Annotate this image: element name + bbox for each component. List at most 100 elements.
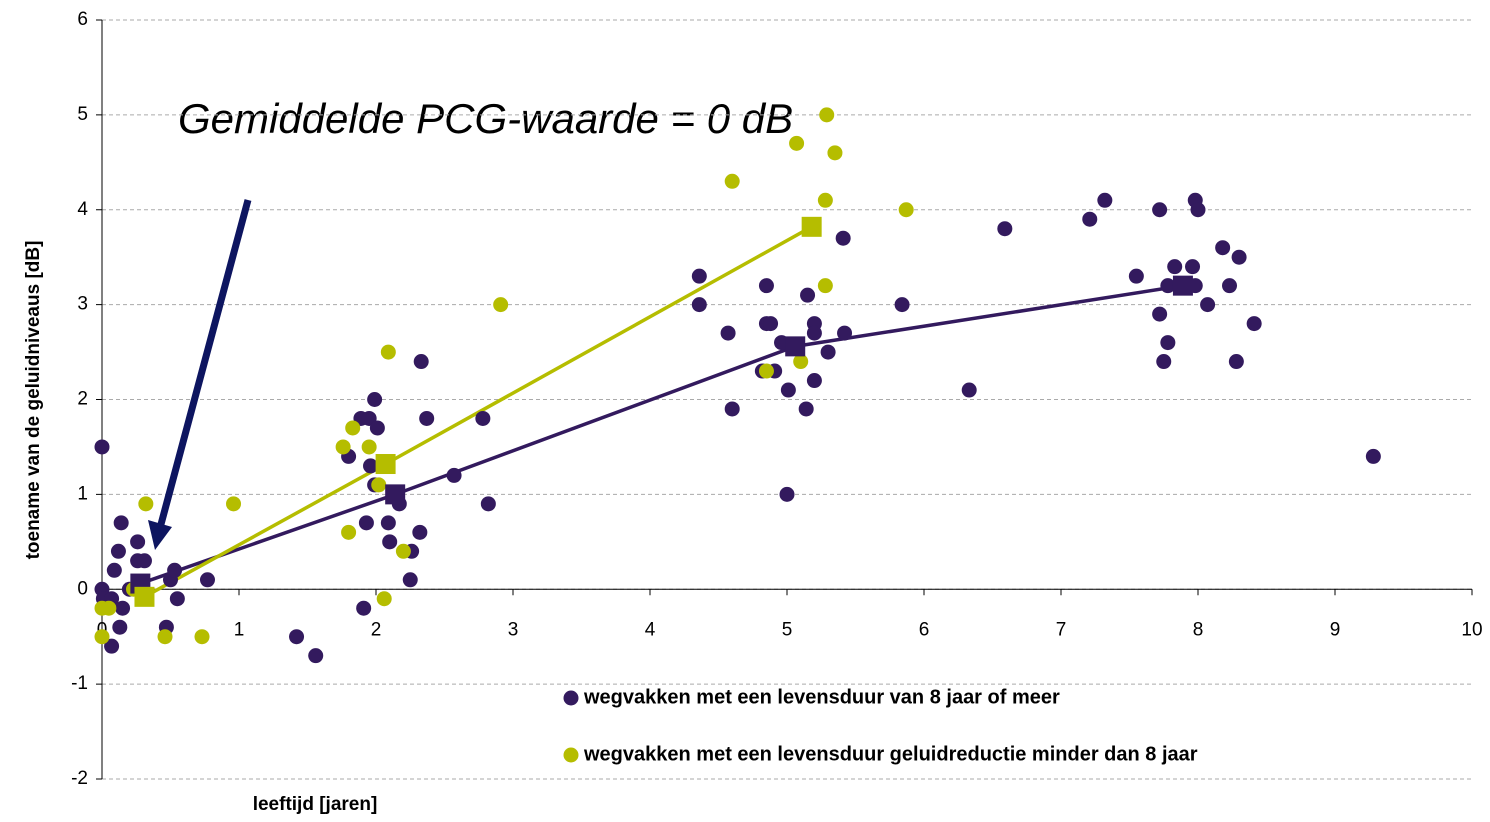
point	[167, 562, 183, 578]
point	[779, 486, 795, 502]
point	[493, 297, 509, 313]
point	[1185, 259, 1201, 275]
point	[1200, 297, 1216, 313]
point	[819, 107, 835, 123]
point	[157, 629, 173, 645]
point	[356, 600, 372, 616]
mean-point	[801, 216, 822, 237]
point	[475, 410, 491, 426]
point	[793, 354, 809, 370]
marks	[94, 107, 1381, 664]
point	[335, 439, 351, 455]
point	[138, 496, 154, 512]
point	[1228, 354, 1244, 370]
x-tick-label: 1	[234, 619, 245, 640]
x-axis-title: leeftijd [jaren]	[253, 794, 378, 815]
point	[1152, 306, 1168, 322]
legend-label: wegvakken met een levensduur geluidreduc…	[583, 743, 1198, 765]
x-tick-label: 9	[1330, 619, 1341, 640]
y-tick-label: 6	[77, 9, 88, 30]
point	[402, 572, 418, 588]
point	[806, 373, 822, 389]
point	[1190, 202, 1206, 218]
point	[1097, 192, 1113, 208]
mean-point	[785, 336, 806, 357]
point	[1160, 335, 1176, 351]
point	[827, 145, 843, 161]
point	[1128, 268, 1144, 284]
point	[101, 600, 117, 616]
point	[412, 524, 428, 540]
point	[419, 410, 435, 426]
point	[894, 297, 910, 313]
x-tick-label: 6	[919, 619, 930, 640]
point	[758, 278, 774, 294]
mean-line	[139, 283, 1184, 586]
point	[113, 515, 129, 531]
point	[820, 344, 836, 360]
point	[1167, 259, 1183, 275]
point	[380, 515, 396, 531]
point	[1222, 278, 1238, 294]
point	[308, 648, 324, 664]
point	[758, 363, 774, 379]
point	[358, 515, 374, 531]
x-tick-label: 8	[1193, 619, 1204, 640]
point	[199, 572, 215, 588]
point	[724, 401, 740, 417]
point	[115, 600, 131, 616]
point	[835, 230, 851, 246]
point	[961, 382, 977, 398]
point	[898, 202, 914, 218]
x-tick-label: 2	[371, 619, 382, 640]
y-tick-label: 5	[77, 104, 88, 125]
y-tick-label: -1	[71, 673, 88, 694]
point	[226, 496, 242, 512]
point	[691, 297, 707, 313]
point	[446, 467, 462, 483]
x-tick-label: 5	[782, 619, 793, 640]
point	[691, 268, 707, 284]
x-tick-label: 10	[1461, 619, 1482, 640]
point	[1215, 240, 1231, 256]
point	[112, 619, 128, 635]
point	[1160, 278, 1176, 294]
point	[367, 392, 383, 407]
mean-line	[143, 225, 813, 599]
point	[136, 553, 152, 569]
point	[341, 524, 357, 540]
legend: wegvakken met een levensduur van 8 jaar …	[563, 686, 1198, 765]
point	[997, 221, 1013, 237]
point	[289, 629, 305, 645]
arrow-shaft	[156, 199, 252, 529]
y-tick-label: 1	[77, 483, 88, 504]
legend-marker	[563, 747, 579, 763]
y-tick-label: 2	[77, 389, 88, 410]
point	[110, 543, 126, 559]
mean-point	[1172, 275, 1193, 296]
arrow-head	[148, 520, 172, 550]
x-tick-label: 4	[645, 619, 656, 640]
point	[480, 496, 496, 512]
y-tick-label: 4	[77, 199, 88, 220]
y-tick-label: 3	[77, 294, 88, 315]
x-tick-label: 7	[1056, 619, 1067, 640]
point	[817, 192, 833, 208]
point	[104, 638, 120, 654]
point	[363, 458, 379, 474]
y-tick-label: 0	[77, 578, 88, 599]
point	[1152, 202, 1168, 218]
point	[817, 278, 833, 294]
point	[194, 629, 210, 645]
point	[798, 401, 814, 417]
point	[361, 439, 377, 455]
point	[371, 477, 387, 493]
point	[800, 287, 816, 303]
point	[806, 325, 822, 341]
y-tick-label: -2	[71, 768, 88, 789]
point	[369, 420, 385, 436]
point	[169, 591, 185, 607]
mean-point	[134, 586, 155, 607]
point	[1246, 316, 1262, 332]
